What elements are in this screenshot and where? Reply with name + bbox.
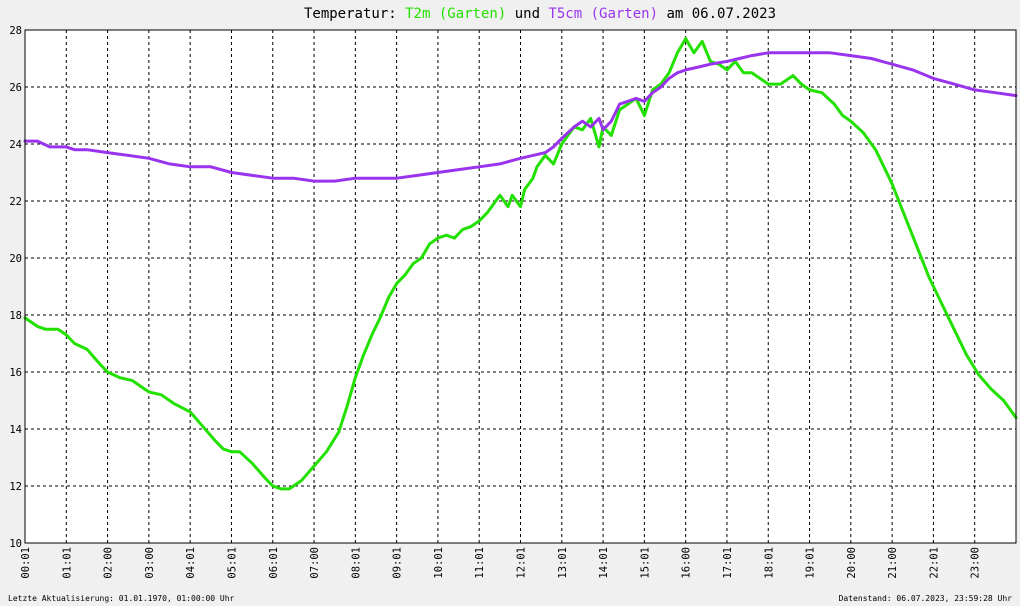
title-prefix: Temperatur: <box>304 6 405 22</box>
y-tick-label: 16 <box>9 367 22 379</box>
y-tick-label: 10 <box>9 538 22 550</box>
x-tick-label: 12:01 <box>516 547 528 579</box>
title-series2: T5cm (Garten) <box>548 6 658 22</box>
plot-area <box>25 30 1016 543</box>
x-tick-label: 02:00 <box>103 547 115 579</box>
series-line-t5cm <box>23 51 1018 183</box>
x-tick-label: 20:00 <box>846 547 858 579</box>
footer-data-status: Datenstand: 06.07.2023, 23:59:28 Uhr <box>839 594 1013 603</box>
grid-lines <box>25 30 1016 543</box>
x-tick-label: 04:01 <box>185 547 197 579</box>
title-mid: und <box>506 6 548 22</box>
x-tick-label: 01:01 <box>61 547 73 579</box>
y-tick-label: 12 <box>9 481 22 493</box>
x-tick-label: 09:01 <box>392 547 404 579</box>
x-tick-label: 14:01 <box>598 547 610 579</box>
x-tick-label: 03:00 <box>144 547 156 579</box>
y-tick-label: 28 <box>9 25 22 37</box>
x-tick-label: 15:01 <box>639 547 651 579</box>
x-tick-label: 11:01 <box>474 547 486 579</box>
x-tick-label: 19:01 <box>805 547 817 579</box>
x-tick-label: 13:01 <box>557 547 569 579</box>
chart-title: Temperatur: T2m (Garten) und T5cm (Garte… <box>304 6 776 22</box>
series-layer <box>23 37 1018 491</box>
x-tick-label: 00:01 <box>20 547 32 579</box>
title-series1: T2m (Garten) <box>405 6 506 22</box>
y-tick-label: 22 <box>9 196 22 208</box>
y-tick-label: 24 <box>9 139 22 151</box>
x-axis: 00:01 01:01 02:00 03:00 04:01 05:01 06:01 07:00… <box>20 547 982 579</box>
x-tick-label: 21:00 <box>887 547 899 579</box>
y-tick-label: 20 <box>9 253 22 265</box>
x-tick-label: 23:00 <box>970 547 982 579</box>
x-tick-label: 07:00 <box>309 547 321 579</box>
y-tick-label: 14 <box>9 424 22 436</box>
x-tick-label: 16:00 <box>681 547 693 579</box>
x-tick-label: 17:01 <box>722 547 734 579</box>
x-tick-label: 08:01 <box>350 547 362 579</box>
footer-last-update: Letzte Aktualisierung: 01.01.1970, 01:00… <box>8 594 235 603</box>
x-tick-label: 06:01 <box>268 547 280 579</box>
y-tick-label: 26 <box>9 82 22 94</box>
y-tick-label: 18 <box>9 310 22 322</box>
x-tick-label: 18:01 <box>763 547 775 579</box>
title-suffix: am 06.07.2023 <box>658 6 776 22</box>
y-axis: 10 12 14 16 18 20 22 24 26 28 <box>9 25 22 550</box>
x-tick-label: 05:01 <box>226 547 238 579</box>
plot-frame <box>24 29 1017 544</box>
series-line-t2m <box>23 37 1018 491</box>
x-tick-label: 22:01 <box>928 547 940 579</box>
x-tick-label: 10:01 <box>433 547 445 579</box>
